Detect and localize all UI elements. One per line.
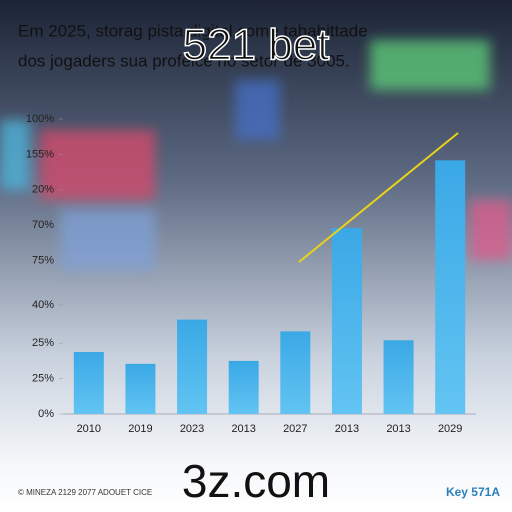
bar	[73, 352, 104, 414]
x-tick-label: 2013	[231, 423, 255, 435]
x-tick-label: 2023	[180, 423, 204, 435]
bar	[331, 228, 362, 414]
watermark: 521 bet	[183, 21, 330, 70]
x-tick-label: 2010	[77, 423, 101, 435]
bar	[228, 360, 259, 414]
y-tick-label: 70%	[32, 219, 54, 231]
y-tick-label: 0%	[38, 408, 54, 420]
blurred-screens	[0, 40, 512, 270]
bar	[177, 319, 208, 414]
chart-title: Em 2025, storag pista digital come tahab…	[18, 21, 368, 40]
x-tick-label: 2013	[335, 423, 359, 435]
x-tick-label: 2027	[283, 423, 307, 435]
x-tick-label: 2019	[128, 423, 152, 435]
bar	[383, 340, 414, 414]
y-tick-label: 75%	[32, 255, 54, 267]
bar	[435, 160, 466, 414]
watermark: 3z.com	[182, 455, 330, 507]
chart-subtitle: dos jogaders sua profeice no setor de 30…	[18, 51, 350, 70]
y-tick-label: 40%	[32, 299, 54, 311]
trend-line	[298, 132, 459, 263]
y-tick-label: 155%	[26, 148, 54, 160]
y-tick-label: 25%	[32, 373, 54, 385]
bar	[125, 363, 156, 414]
x-tick-label: 2013	[386, 423, 410, 435]
y-tick-label: 20%	[32, 184, 54, 196]
y-tick-label: 25%	[32, 337, 54, 349]
footer-left: © MINEZA 2129 2077 ADOUET CICE	[18, 488, 152, 497]
footer-right: Key 571A	[446, 485, 500, 499]
bar	[280, 331, 311, 414]
x-tick-label: 2029	[438, 423, 462, 435]
y-tick-label: 100%	[26, 113, 54, 125]
